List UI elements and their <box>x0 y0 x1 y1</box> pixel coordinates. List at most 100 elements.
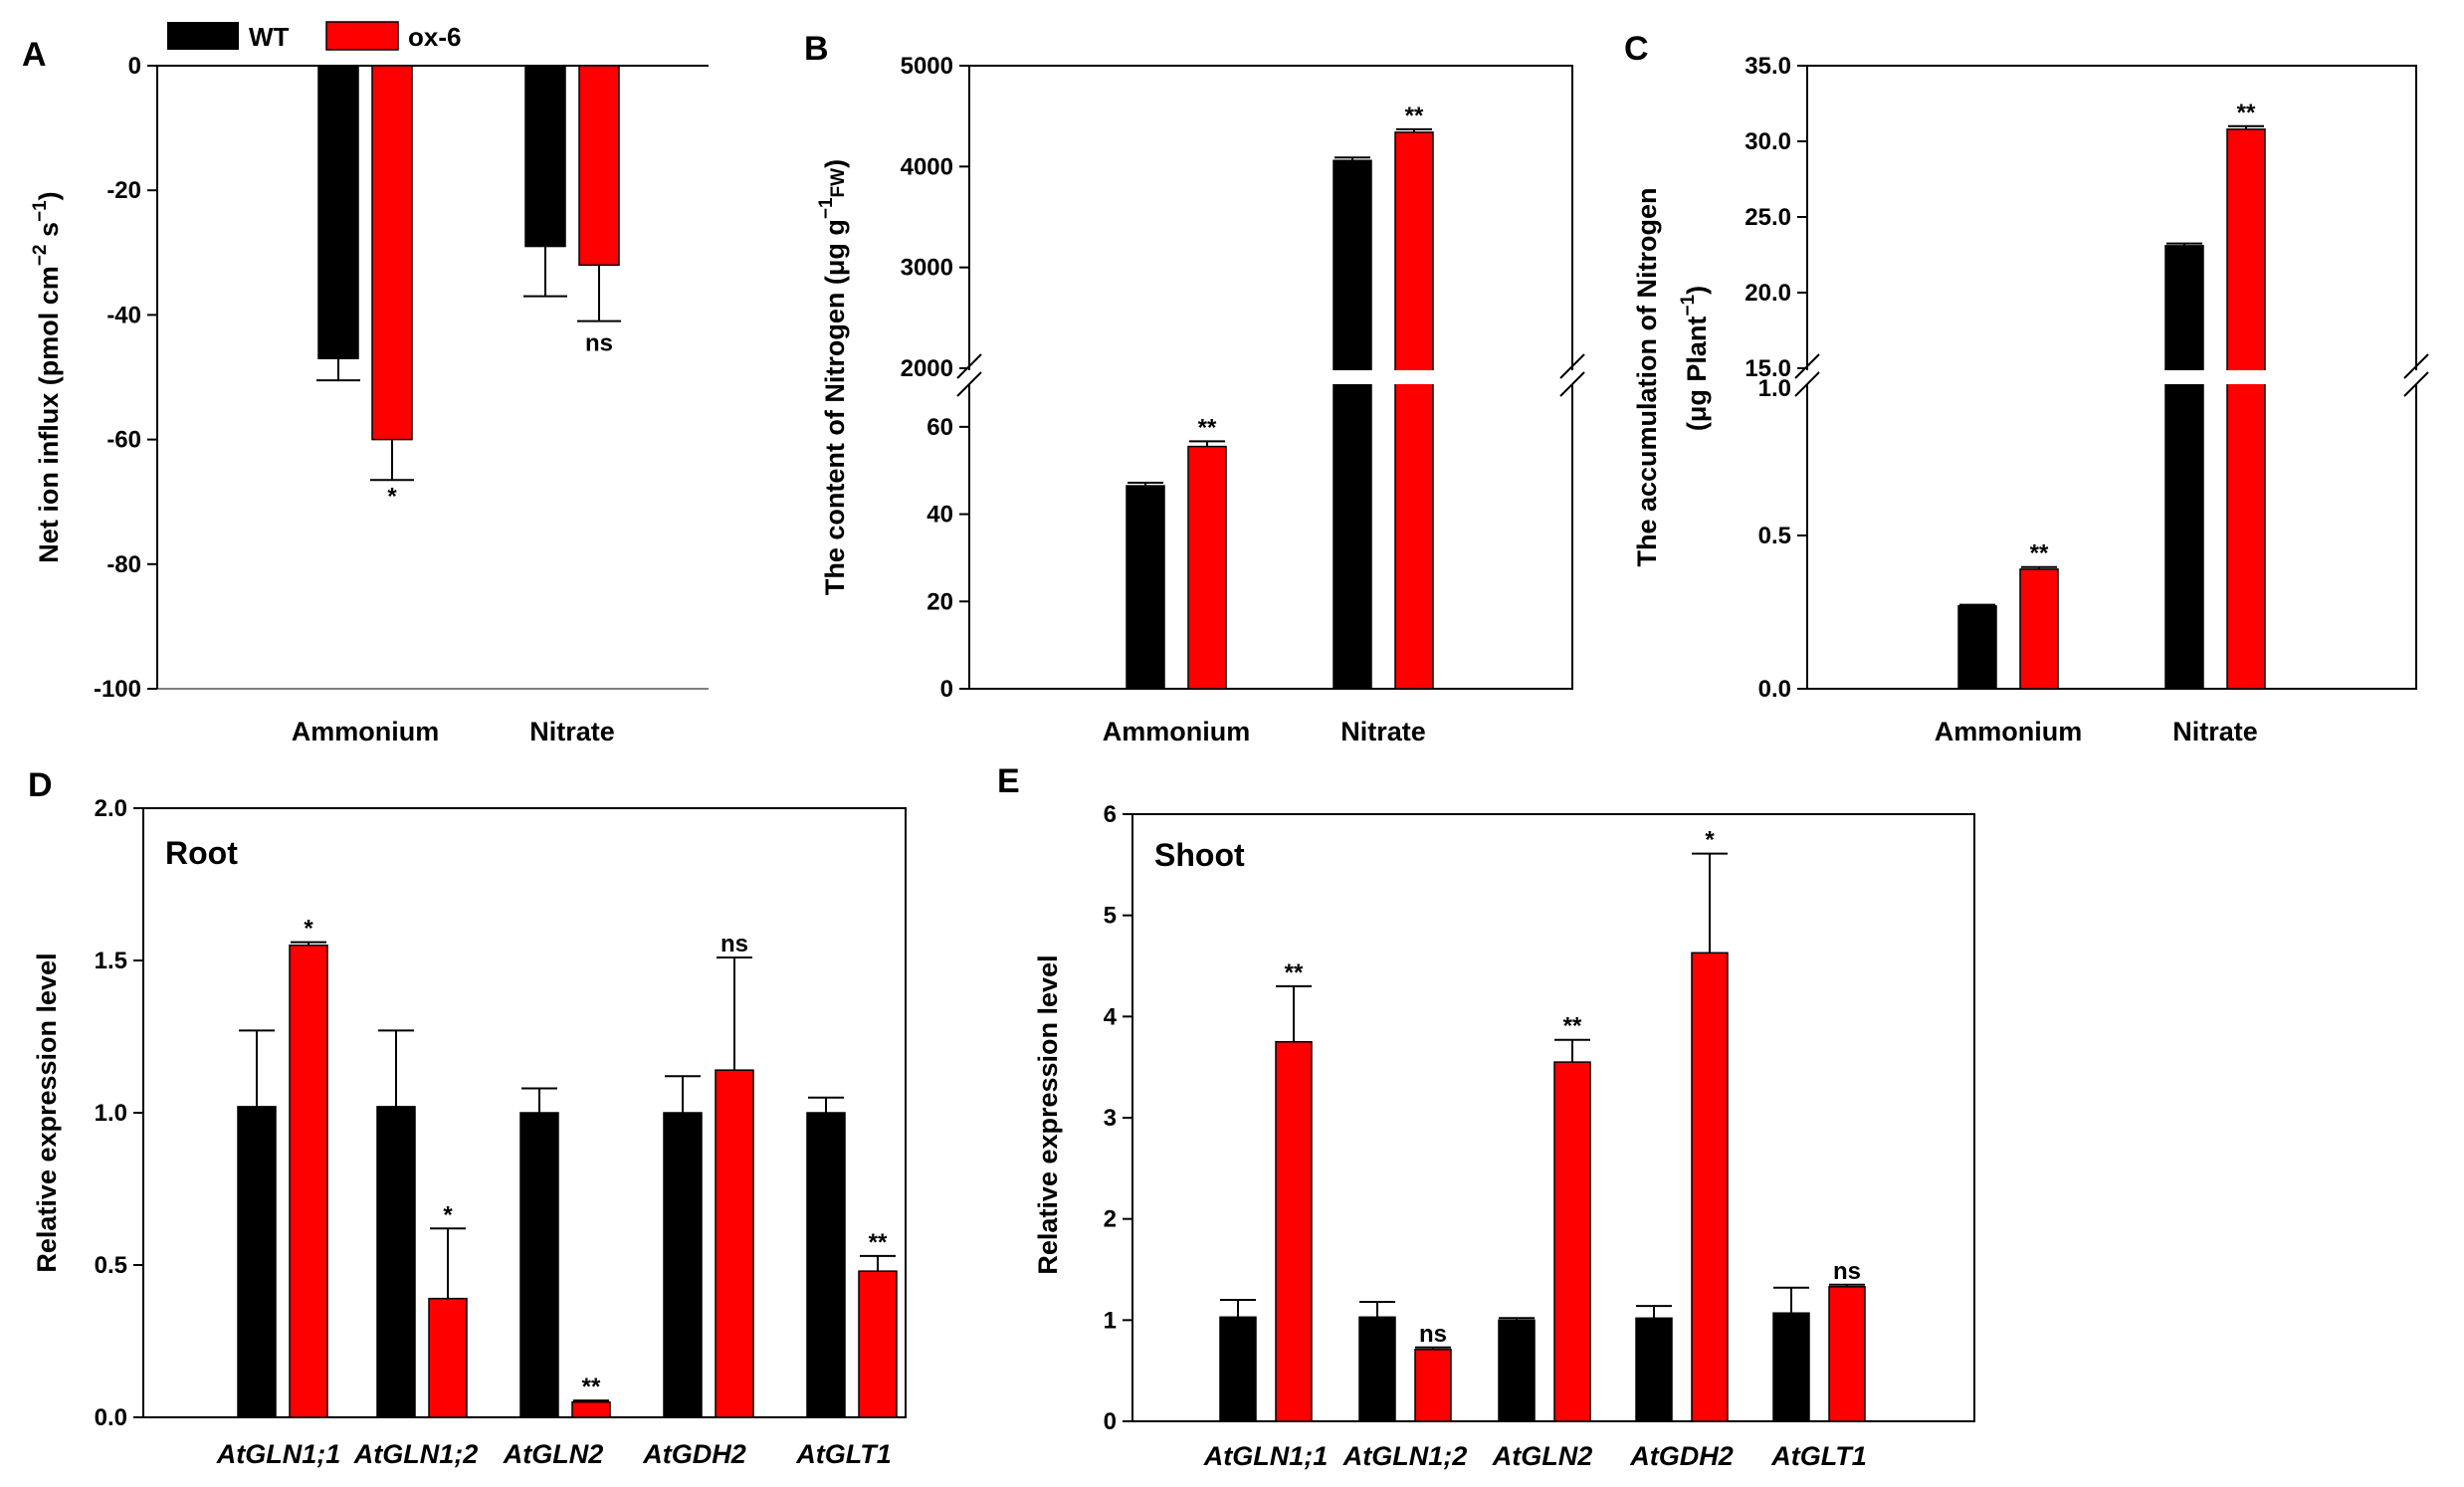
panel-d-bar-atgln2-ox6 <box>571 1400 611 1418</box>
panel-c-upper-tick-label-2: 25.0 <box>1745 204 1791 231</box>
panel-d-bar-atglt1-wt <box>806 1112 846 1418</box>
panel-e-bar-atgln12-wt <box>1358 1316 1396 1422</box>
panel-a-sig-ammonium: * <box>387 483 397 510</box>
panel-e-tick-label-2: 2 <box>1104 1206 1117 1233</box>
panel-a-bar-nitrate-ox6 <box>578 65 620 267</box>
panel-c-upper-tick-label-0: 35.0 <box>1745 53 1791 80</box>
panel-c-y-title: The accumulation of Nitrogen <box>1632 187 1662 566</box>
panel-b-y-title: The content of Nitrogen (μg g−1FW) <box>816 159 850 595</box>
panel-d-bar-atgdh2-ox6 <box>715 1069 754 1418</box>
panel-e-categories: AtGLN1;1 AtGLN1;2 AtGLN2 AtGDH2 AtGLT1 <box>1203 1441 1867 1471</box>
panel-d-bar-atgln2-wt <box>519 1112 559 1418</box>
panel-d: 0.00.51.01.52.0 ****ns** Root Relative e… <box>32 795 907 1469</box>
panel-c-bars: ** ** <box>1957 100 2266 690</box>
panel-a-bar-ammonium-wt <box>317 65 359 359</box>
panel-e-sig-3: * <box>1705 827 1715 854</box>
panel-e-bar-atgln12-ox6 <box>1414 1349 1452 1422</box>
panel-a-cat-ammonium: Ammonium <box>292 717 440 746</box>
panel-label-c: C <box>1624 30 1649 68</box>
legend-swatch-ox6 <box>325 21 399 51</box>
panel-c-y-ticks: 35.0 30.0 25.0 20.0 15.01.0 0.5 0.0 <box>1745 53 1807 703</box>
panel-c-upper-tick-label-1: 30.0 <box>1745 128 1791 155</box>
panel-d-bar-atgln11-ox6 <box>289 944 328 1418</box>
panel-c: 35.0 30.0 25.0 20.0 15.01.0 0.5 0.0 ** ** Ammon… <box>1632 53 2438 746</box>
panel-b-bar-ammonium-wt <box>1126 485 1165 690</box>
panel-a-sig-nitrate: ns <box>585 330 613 357</box>
panel-label-b: B <box>804 30 829 68</box>
panel-e-cat-2: AtGLN2 <box>1492 1441 1593 1471</box>
panel-e-bar-atgdh2-wt <box>1635 1317 1673 1422</box>
panel-b-lower-tick-label-2: 20 <box>926 588 953 615</box>
panel-d-tick-label-0: 0.0 <box>95 1404 127 1431</box>
panel-b-cat-ammonium: Ammonium <box>1103 717 1251 746</box>
panel-b-break-marks <box>956 353 1585 397</box>
panel-d-bars: ****ns** <box>237 916 898 1418</box>
panel-d-bar-atgln11-wt <box>237 1106 277 1418</box>
panel-d-bar-atgln12-ox6 <box>428 1297 468 1418</box>
panel-b-bar-nitrate-wt <box>1333 159 1372 690</box>
panel-c-bar-nitrate-ox6 <box>2226 128 2266 690</box>
panel-b-upper-tick-label-2: 3000 <box>901 255 953 282</box>
panel-e-tick-label-0: 0 <box>1104 1408 1117 1435</box>
panel-e-bar-atgdh2-ox6 <box>1691 952 1729 1422</box>
panel-e-tick-label-1: 1 <box>1104 1307 1117 1334</box>
panel-d-y-ticks: 0.0 0.5 1.0 1.5 2.0 <box>95 795 143 1431</box>
panel-e-sig-0: ** <box>1285 959 1304 986</box>
panel-e-y-ticks: 0 1 2 3 4 5 6 <box>1104 801 1132 1435</box>
panel-d-bar-atgln12-wt <box>376 1106 416 1418</box>
legend-label-ox6: ox-6 <box>408 22 461 52</box>
panel-e-bars: **ns***ns <box>1219 827 1866 1422</box>
panel-e-title: Shoot <box>1154 837 1245 873</box>
panel-b-sig-nitrate: ** <box>1405 103 1424 129</box>
panel-b: 5000 4000 3000 2000 60 40 20 0 ** ** Ammonium Ni… <box>816 53 1592 746</box>
panel-label-d: D <box>28 766 53 804</box>
panel-d-cat-0: AtGLN1;1 <box>216 1439 341 1469</box>
panel-e-bar-atgln2-wt <box>1498 1319 1536 1422</box>
panel-c-lower-tick-label-0: 1.0 <box>1758 375 1791 402</box>
panel-e-bar-atglt1-wt <box>1772 1312 1810 1422</box>
panel-c-break-marks <box>1794 353 2429 397</box>
panel-c-upper-tick-label-3: 20.0 <box>1745 280 1791 307</box>
panel-d-title: Root <box>165 835 238 871</box>
panel-d-tick-label-4: 2.0 <box>95 795 127 822</box>
panel-d-cat-1: AtGLN1;2 <box>353 1439 479 1469</box>
panel-e-tick-label-6: 6 <box>1104 801 1117 828</box>
panel-a-tick-label-4: -80 <box>106 551 141 578</box>
panel-c-bar-ammonium-wt <box>1957 605 1997 690</box>
panel-c-upper-tick-label-4: 15.0 <box>1745 355 1791 382</box>
panel-c-y-title-line2: (μg Plant−1) <box>1678 286 1712 431</box>
legend: WT ox-6 <box>167 21 461 52</box>
panel-e-bar-atgln11-ox6 <box>1275 1041 1313 1422</box>
panel-a-tick-label-5: -100 <box>94 676 141 703</box>
panel-c-lower-tick-label-1: 0.5 <box>1758 523 1791 549</box>
legend-swatch-wt <box>167 22 239 50</box>
panel-c-lower-tick-label-2: 0.0 <box>1758 676 1791 703</box>
panel-b-lower-tick-label-3: 0 <box>940 676 953 703</box>
panel-d-bar-atglt1-ox6 <box>858 1270 898 1418</box>
panel-label-a: A <box>22 36 47 74</box>
panel-c-cat-ammonium: Ammonium <box>1935 717 2083 746</box>
panel-d-bar-atgdh2-wt <box>663 1112 703 1418</box>
panel-a-cat-nitrate: Nitrate <box>529 717 615 746</box>
panel-b-lower-tick-label-0: 60 <box>926 414 953 441</box>
panel-c-sig-nitrate: ** <box>2237 100 2256 126</box>
panel-b-sig-ammonium: ** <box>1198 414 1217 441</box>
panel-e-cat-4: AtGLT1 <box>1770 1441 1867 1471</box>
panel-b-bars: ** ** <box>1126 103 1434 690</box>
panel-d-tick-label-2: 1.0 <box>95 1100 127 1127</box>
panel-a-tick-label-2: -40 <box>106 302 141 328</box>
panel-d-tick-label-1: 0.5 <box>95 1252 127 1279</box>
panel-d-cat-3: AtGDH2 <box>642 1439 746 1469</box>
panel-a-tick-label-1: -20 <box>106 177 141 204</box>
panel-d-categories: AtGLN1;1 AtGLN1;2 AtGLN2 AtGDH2 AtGLT1 <box>216 1439 892 1469</box>
panel-d-sig-1: * <box>443 1201 453 1228</box>
panel-a-y-title: Net ion influx (pmol cm−2 s−1) <box>30 191 64 562</box>
panel-b-bar-nitrate-ox6 <box>1394 131 1434 690</box>
panel-e-cat-3: AtGDH2 <box>1629 1441 1734 1471</box>
panel-c-bar-nitrate-wt <box>2164 245 2204 690</box>
panel-d-y-title: Relative expression level <box>32 953 62 1272</box>
panel-e-cat-1: AtGLN1;2 <box>1342 1441 1468 1471</box>
panel-e-sig-4: ns <box>1833 1258 1861 1285</box>
panel-d-sig-3: ns <box>720 931 748 957</box>
